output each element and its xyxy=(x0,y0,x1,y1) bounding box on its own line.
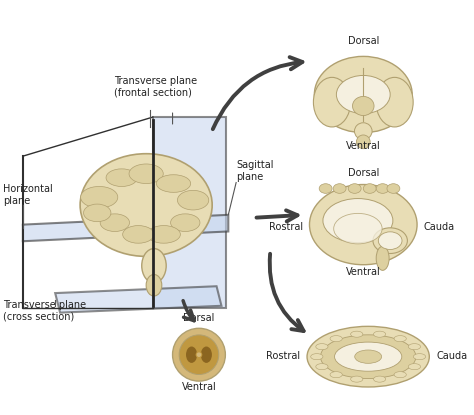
Ellipse shape xyxy=(186,347,197,363)
Ellipse shape xyxy=(83,204,111,222)
Ellipse shape xyxy=(408,364,420,370)
Text: Ventral: Ventral xyxy=(346,268,381,278)
Ellipse shape xyxy=(81,186,118,208)
Ellipse shape xyxy=(355,350,382,363)
Ellipse shape xyxy=(319,184,332,193)
Ellipse shape xyxy=(316,364,328,370)
Text: Ventral: Ventral xyxy=(182,382,216,392)
Ellipse shape xyxy=(376,184,389,193)
Ellipse shape xyxy=(356,135,370,149)
Ellipse shape xyxy=(171,214,200,232)
Ellipse shape xyxy=(355,123,372,139)
Circle shape xyxy=(173,328,225,381)
Ellipse shape xyxy=(156,175,191,192)
Polygon shape xyxy=(55,286,221,312)
Ellipse shape xyxy=(320,335,416,378)
Text: Horizontal
plane: Horizontal plane xyxy=(3,185,53,206)
Ellipse shape xyxy=(408,344,420,350)
Ellipse shape xyxy=(100,214,129,232)
Text: Transverse plane
(cross section): Transverse plane (cross section) xyxy=(3,300,86,322)
Ellipse shape xyxy=(337,76,390,114)
Text: Rostral: Rostral xyxy=(268,222,302,232)
Ellipse shape xyxy=(314,56,412,133)
Ellipse shape xyxy=(376,77,413,127)
Polygon shape xyxy=(23,215,228,241)
Ellipse shape xyxy=(330,372,342,378)
Ellipse shape xyxy=(123,226,154,243)
Text: Sagittal
plane: Sagittal plane xyxy=(236,160,273,182)
Ellipse shape xyxy=(310,185,417,265)
Ellipse shape xyxy=(307,326,429,387)
Circle shape xyxy=(196,352,201,357)
Ellipse shape xyxy=(106,169,137,186)
Ellipse shape xyxy=(373,228,407,254)
Ellipse shape xyxy=(413,354,426,360)
Text: Cauda: Cauda xyxy=(437,351,468,361)
Text: Ventral: Ventral xyxy=(346,141,381,151)
Ellipse shape xyxy=(335,342,402,371)
Ellipse shape xyxy=(129,164,163,183)
Ellipse shape xyxy=(311,354,323,360)
Ellipse shape xyxy=(353,96,374,115)
Circle shape xyxy=(197,353,201,356)
Text: Transverse plane
(frontal section): Transverse plane (frontal section) xyxy=(114,76,197,98)
Ellipse shape xyxy=(334,213,382,244)
Text: Dorsal: Dorsal xyxy=(183,313,215,323)
Ellipse shape xyxy=(394,336,406,342)
Ellipse shape xyxy=(363,184,376,193)
Ellipse shape xyxy=(142,249,166,283)
Text: Rostral: Rostral xyxy=(265,351,300,361)
Ellipse shape xyxy=(316,344,328,350)
Ellipse shape xyxy=(313,77,351,127)
Ellipse shape xyxy=(330,336,342,342)
Ellipse shape xyxy=(394,372,406,378)
Ellipse shape xyxy=(333,184,346,193)
Ellipse shape xyxy=(348,184,361,193)
Ellipse shape xyxy=(378,232,402,249)
Ellipse shape xyxy=(80,154,212,256)
Ellipse shape xyxy=(177,190,209,210)
Ellipse shape xyxy=(201,347,212,363)
Ellipse shape xyxy=(147,226,181,243)
Text: Dorsal: Dorsal xyxy=(347,168,379,178)
Ellipse shape xyxy=(374,331,386,337)
Ellipse shape xyxy=(351,331,363,337)
Ellipse shape xyxy=(376,246,389,270)
Text: Dorsal: Dorsal xyxy=(347,36,379,46)
Text: Cauda: Cauda xyxy=(424,222,455,232)
Ellipse shape xyxy=(146,274,162,296)
Ellipse shape xyxy=(323,198,393,243)
Polygon shape xyxy=(153,117,227,308)
Ellipse shape xyxy=(374,376,386,382)
Ellipse shape xyxy=(387,184,400,193)
Ellipse shape xyxy=(351,376,363,382)
Circle shape xyxy=(179,335,219,374)
